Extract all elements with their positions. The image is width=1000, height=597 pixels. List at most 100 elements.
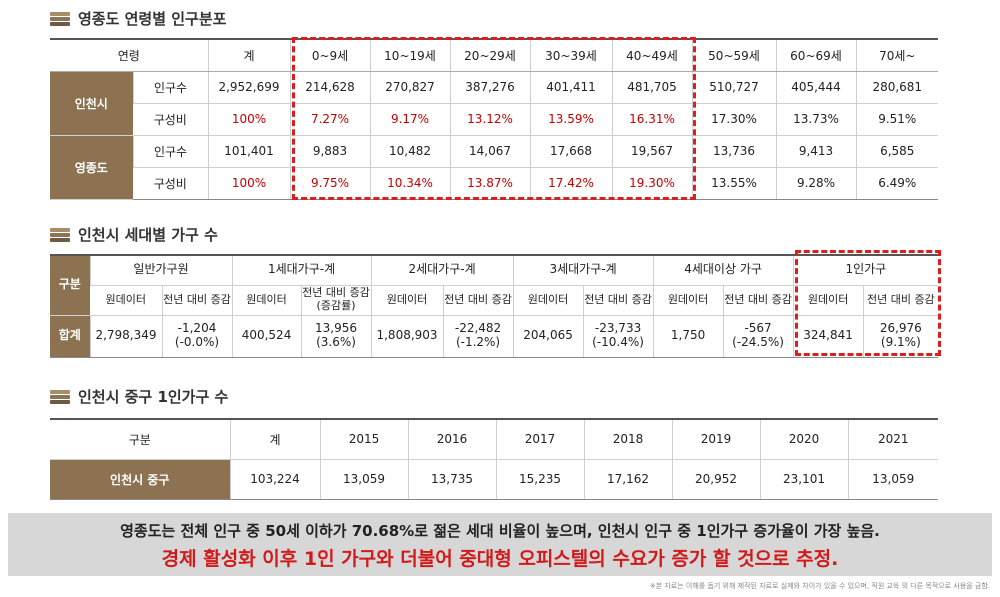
table-cell: 6,585 <box>855 135 938 168</box>
table-cell: 100% <box>207 167 290 200</box>
change-rate: (-24.5%) <box>732 335 784 349</box>
table-header-row: 연령 계 0~9세 10~19세 20~29세 30~39세 40~49세 50… <box>50 39 938 72</box>
header-cell: 0~9세 <box>289 39 370 72</box>
header-cell: 구분 <box>50 419 230 460</box>
sub-header: 전년 대비 증감 <box>722 285 794 316</box>
table-cell: 20,952 <box>671 459 760 500</box>
header-cell: 40~49세 <box>611 39 692 72</box>
table-cell: 9,413 <box>775 135 856 168</box>
change-value: -1,204 <box>177 321 217 336</box>
group-header: 일반가구원 <box>89 255 233 286</box>
table-row: 인천시 중구 103,224 13,059 13,735 15,235 17,1… <box>50 459 938 500</box>
group-header: 1인가구 <box>792 255 939 286</box>
group-header: 3세대가구-계 <box>512 255 654 286</box>
table-cell: 17,162 <box>583 459 672 500</box>
table-cell: 387,276 <box>449 71 530 104</box>
sub-header-line: 전년 대비 증감 <box>302 286 370 300</box>
table-cell: 100% <box>207 103 290 136</box>
table-row: 인천시 인구수 2,952,699 214,628 270,827 387,27… <box>50 71 938 136</box>
sub-header: 원데이터 <box>792 285 864 316</box>
table-cell: 6.49% <box>855 167 938 200</box>
region-cell: 영종도 <box>50 135 133 200</box>
row-label: 인구수 <box>132 71 208 104</box>
table-cell: -567 (-24.5%) <box>722 315 794 358</box>
header-cell: 2020 <box>759 419 848 460</box>
summary-line-2: 경제 활성화 이후 1인 가구와 더불어 중대형 오피스텔의 수요가 증가 할 … <box>161 548 839 570</box>
group-header: 2세대가구-계 <box>370 255 514 286</box>
table-cell: 19,567 <box>611 135 692 168</box>
change-value: 13,956 <box>315 321 358 336</box>
section-title-household: 인천시 세대별 가구 수 <box>50 224 218 245</box>
table-cell: 280,681 <box>855 71 938 104</box>
change-value: -567 <box>744 321 772 336</box>
table-cell: 16.31% <box>611 103 692 136</box>
header-cell: 30~39세 <box>529 39 612 72</box>
table-cell: 400,524 <box>231 315 302 358</box>
table-cell: 13.12% <box>449 103 530 136</box>
row-label: 구성비 <box>133 103 208 136</box>
single-household-table: 구분 계 2015 2016 2017 2018 2019 2020 2021 … <box>50 418 938 500</box>
sub-header: 원데이터 <box>90 285 162 316</box>
table-cell: 10,482 <box>369 135 450 168</box>
sub-header-line: (증감률) <box>316 299 356 312</box>
sub-header: 전년 대비 증감 <box>161 285 233 316</box>
section-title-age-distribution: 영종도 연령별 인구분포 <box>50 8 226 29</box>
header-cell: 계 <box>229 419 320 460</box>
change-value: 26,976 <box>879 321 922 336</box>
corner-cell: 구분 <box>50 255 90 316</box>
table-cell: 481,705 <box>611 71 692 104</box>
section-title-text: 인천시 세대별 가구 수 <box>78 226 218 244</box>
change-rate: (-1.2%) <box>455 335 501 349</box>
table-cell: 1,750 <box>652 315 724 358</box>
household-table: 구분 일반가구원 1세대가구-계 2세대가구-계 3세대가구-계 4세대이상 가… <box>50 254 939 358</box>
table-cell: 13.55% <box>691 167 776 200</box>
table-cell: 204,065 <box>512 315 584 358</box>
table-header-row: 구분 일반가구원 1세대가구-계 2세대가구-계 3세대가구-계 4세대이상 가… <box>50 255 939 316</box>
table-row: 구성비 100% 7.27% 9.17% 13.12% 13.59% 16.31… <box>50 103 938 136</box>
row-label: 합계 <box>50 315 90 358</box>
table-cell: 214,628 <box>289 71 370 104</box>
table-cell: 13.73% <box>775 103 856 136</box>
sub-header: 원데이터 <box>512 285 584 316</box>
header-cell: 2019 <box>671 419 760 460</box>
table-cell: 324,841 <box>792 315 864 358</box>
sub-header: 원데이터 <box>370 285 444 316</box>
table-cell: 13,059 <box>319 459 408 500</box>
change-rate: (3.6%) <box>316 335 356 349</box>
table-cell: 2,798,349 <box>89 315 162 358</box>
region-cell: 인천시 <box>50 71 133 136</box>
table-cell: 26,976 (9.1%) <box>862 315 939 358</box>
stack-icon <box>50 11 70 26</box>
table-row: 합계 2,798,349 -1,204 (-0.0%) 400,524 13,95… <box>50 315 939 358</box>
table-cell: 7.27% <box>289 103 370 136</box>
table-cell: 103,224 <box>229 459 320 500</box>
table-cell: 1,808,903 <box>370 315 444 358</box>
table-row: 영종도 인구수 101,401 9,883 10,482 14,067 17,6… <box>50 135 938 200</box>
header-cell: 2016 <box>407 419 496 460</box>
table-row: 구성비 100% 9.75% 10.34% 13.87% 17.42% 19.3… <box>50 167 938 200</box>
table-cell: 13,059 <box>847 459 938 500</box>
change-rate: (-0.0%) <box>174 335 220 349</box>
section-title-text: 영종도 연령별 인구분포 <box>78 10 227 28</box>
footnote: ※본 자료는 이해를 돕기 위해 제작된 자료로 실제와 차이가 있을 수 있으… <box>649 582 990 590</box>
table-subheader-row: 원데이터 전년 대비 증감 원데이터 전년 대비 증감 (증감률) 원데이터 전년… <box>50 285 939 316</box>
header-cell: 연령 <box>50 39 208 72</box>
table-cell: 510,727 <box>691 71 776 104</box>
table-header-row: 구분 계 2015 2016 2017 2018 2019 2020 2021 <box>50 419 938 460</box>
table-cell: 23,101 <box>759 459 848 500</box>
sub-header: 원데이터 <box>652 285 724 316</box>
header-cell: 70세~ <box>855 39 938 72</box>
sub-header: 원데이터 <box>231 285 302 316</box>
table-cell: 270,827 <box>369 71 450 104</box>
change-rate: (9.1%) <box>880 335 921 349</box>
group-header: 4세대이상 가구 <box>652 255 794 286</box>
row-label: 인구수 <box>132 135 208 168</box>
table-cell: 13,736 <box>691 135 776 168</box>
table-cell: 9.17% <box>369 103 450 136</box>
table-cell: 13.87% <box>449 167 530 200</box>
header-cell: 2017 <box>495 419 584 460</box>
table-cell: 13,735 <box>407 459 496 500</box>
table-cell: 17,668 <box>529 135 612 168</box>
table-cell: 2,952,699 <box>207 71 290 104</box>
section-title-single-households: 인천시 중구 1인가구 수 <box>50 386 228 407</box>
